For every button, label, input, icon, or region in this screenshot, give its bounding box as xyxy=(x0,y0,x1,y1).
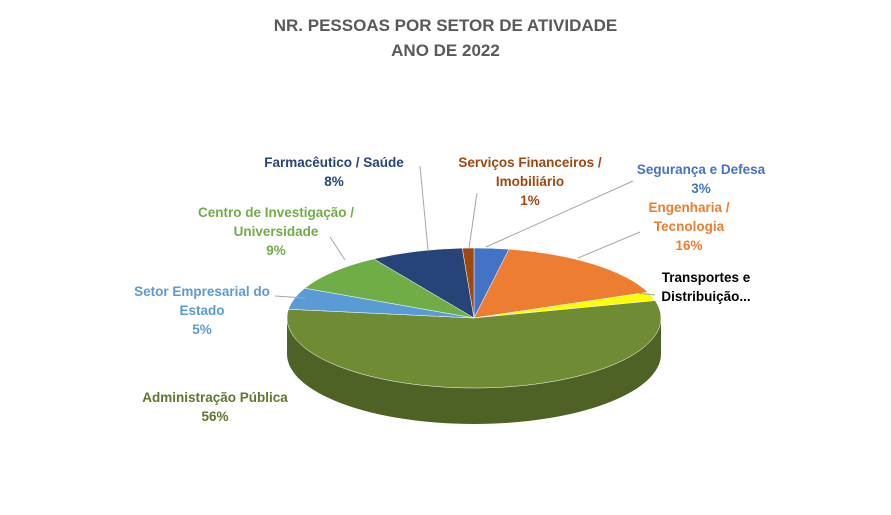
data-label: Segurança e Defesa 3% xyxy=(616,160,786,198)
category-label: Transportes e Distribuição... xyxy=(661,270,751,304)
value-label: 3% xyxy=(691,181,711,196)
data-label: Centro de Investigação / Universidade 9% xyxy=(191,203,361,260)
data-label: Farmacêutico / Saúde 8% xyxy=(244,153,424,191)
slice-side xyxy=(287,318,661,424)
data-label: Serviços Financeiros / Imobiliário 1% xyxy=(445,153,615,210)
slice xyxy=(304,258,475,319)
leader-line xyxy=(577,231,641,259)
chart-title: NR. PESSOAS POR SETOR DE ATIVIDADE xyxy=(273,16,618,35)
slice xyxy=(461,247,475,319)
value-label: 16% xyxy=(675,238,703,253)
leader-line xyxy=(274,295,306,299)
leader-line xyxy=(419,165,429,251)
data-label: Transportes e Distribuição... xyxy=(651,268,761,306)
data-label: Administração Pública 56% xyxy=(115,388,315,426)
leader-line xyxy=(329,236,346,261)
value-label: 8% xyxy=(324,174,344,189)
leader-line xyxy=(468,192,478,249)
chart-subtitle: ANO DE 2022 xyxy=(391,41,500,60)
slice xyxy=(373,247,475,319)
category-label: Administração Pública xyxy=(142,390,288,405)
value-label: 1% xyxy=(520,193,540,208)
category-label: Centro de Investigação / Universidade xyxy=(197,205,355,239)
data-label: Engenharia / Tecnologia 16% xyxy=(634,198,744,255)
data-label: Setor Empresarial do Estado 5% xyxy=(122,282,282,339)
category-label: Segurança e Defesa xyxy=(636,162,766,177)
value-label: 56% xyxy=(201,409,229,424)
slice xyxy=(286,300,662,389)
category-label: Setor Empresarial do Estado xyxy=(134,284,270,318)
leader-line xyxy=(636,292,656,296)
leader-line xyxy=(485,180,634,248)
category-label: Farmacêutico / Saúde xyxy=(264,155,404,170)
value-label: 9% xyxy=(266,243,286,258)
slice xyxy=(473,248,649,319)
category-label: Serviços Financeiros / Imobiliário xyxy=(458,155,602,189)
category-label: Engenharia / Tecnologia xyxy=(648,200,730,234)
value-label: 5% xyxy=(192,322,212,337)
